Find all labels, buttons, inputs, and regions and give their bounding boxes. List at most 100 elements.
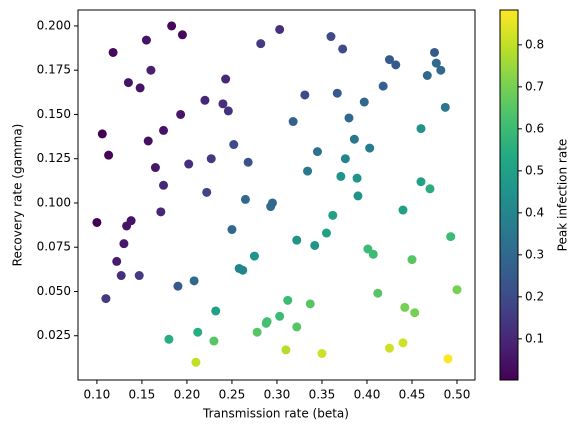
x-tick-label: 0.50 xyxy=(444,388,471,402)
point xyxy=(384,55,394,65)
point xyxy=(368,249,378,259)
point xyxy=(425,184,435,194)
point xyxy=(243,157,253,167)
point xyxy=(167,21,177,31)
point xyxy=(328,210,338,220)
point xyxy=(266,202,276,212)
point xyxy=(303,166,313,176)
y-tick-label: 0.125 xyxy=(37,151,71,165)
point xyxy=(134,271,144,281)
colorbar-tick-label: 0.4 xyxy=(525,205,544,219)
point xyxy=(159,125,169,135)
point xyxy=(176,109,186,119)
point xyxy=(92,217,102,227)
point xyxy=(112,256,122,266)
colorbar xyxy=(499,9,519,381)
point xyxy=(119,239,129,249)
point xyxy=(191,357,201,367)
x-tick-label: 0.30 xyxy=(264,388,291,402)
plot-frame xyxy=(77,9,476,381)
point xyxy=(292,322,302,332)
point xyxy=(416,124,426,134)
colorbar-tick-label: 0.8 xyxy=(525,37,544,51)
point xyxy=(249,251,259,261)
point xyxy=(352,173,362,183)
point xyxy=(141,35,151,45)
point xyxy=(452,285,462,295)
point xyxy=(202,187,212,197)
point xyxy=(281,345,291,355)
y-tick-label: 0.200 xyxy=(37,18,71,32)
point xyxy=(108,47,118,57)
point xyxy=(229,140,239,150)
x-tick-label: 0.10 xyxy=(84,388,111,402)
point xyxy=(135,83,145,93)
x-tick-label: 0.40 xyxy=(354,388,381,402)
point xyxy=(398,205,408,215)
x-axis-label: Transmission rate (beta) xyxy=(202,407,349,421)
colorbar-tick-label: 0.1 xyxy=(525,331,544,345)
point xyxy=(275,311,285,321)
point xyxy=(261,318,271,328)
point xyxy=(398,338,408,348)
point xyxy=(378,81,388,91)
point xyxy=(300,90,310,100)
point xyxy=(373,288,383,298)
point xyxy=(275,24,285,34)
point xyxy=(336,171,346,181)
y-tick-label: 0.075 xyxy=(37,240,71,254)
colorbar-tick-label: 0.3 xyxy=(525,247,544,261)
point xyxy=(407,255,417,265)
point xyxy=(353,191,363,201)
point xyxy=(443,354,453,364)
point xyxy=(123,78,133,88)
point xyxy=(344,113,354,123)
x-tick-label: 0.20 xyxy=(174,388,201,402)
point xyxy=(227,225,237,235)
colorbar-tick-label: 0.5 xyxy=(525,163,544,177)
point xyxy=(238,265,248,275)
point xyxy=(159,180,169,190)
point xyxy=(317,348,327,358)
point xyxy=(431,58,441,68)
colorbar-tick-label: 0.2 xyxy=(525,289,544,303)
x-tick-label: 0.15 xyxy=(129,388,156,402)
point xyxy=(292,235,302,245)
point xyxy=(410,308,420,318)
y-axis-label: Recovery rate (gamma) xyxy=(11,124,25,267)
colorbar-label: Peak infection rate xyxy=(556,139,570,252)
point xyxy=(349,134,359,144)
y-tick-label: 0.100 xyxy=(37,195,71,209)
point xyxy=(104,150,114,160)
point xyxy=(200,95,210,105)
colorbar-tick-label: 0.6 xyxy=(525,121,544,135)
point xyxy=(177,30,187,40)
point xyxy=(122,221,132,231)
point xyxy=(173,281,183,291)
point xyxy=(256,39,266,49)
point xyxy=(209,336,219,346)
point xyxy=(189,276,199,286)
x-tick-label: 0.45 xyxy=(399,388,426,402)
point xyxy=(156,207,166,217)
point xyxy=(332,88,342,98)
y-tick-label: 0.150 xyxy=(37,107,71,121)
y-tick-label: 0.175 xyxy=(37,63,71,77)
point xyxy=(416,177,426,187)
point xyxy=(422,71,432,81)
point xyxy=(436,65,446,75)
point xyxy=(400,302,410,312)
point xyxy=(221,74,231,84)
point xyxy=(143,136,153,146)
point xyxy=(359,97,369,107)
point xyxy=(101,294,111,304)
point xyxy=(283,295,293,305)
point xyxy=(116,271,126,281)
x-tick-label: 0.35 xyxy=(309,388,336,402)
point xyxy=(223,106,233,116)
point xyxy=(97,129,107,139)
point xyxy=(326,32,336,42)
point xyxy=(206,154,216,164)
point xyxy=(193,327,203,337)
